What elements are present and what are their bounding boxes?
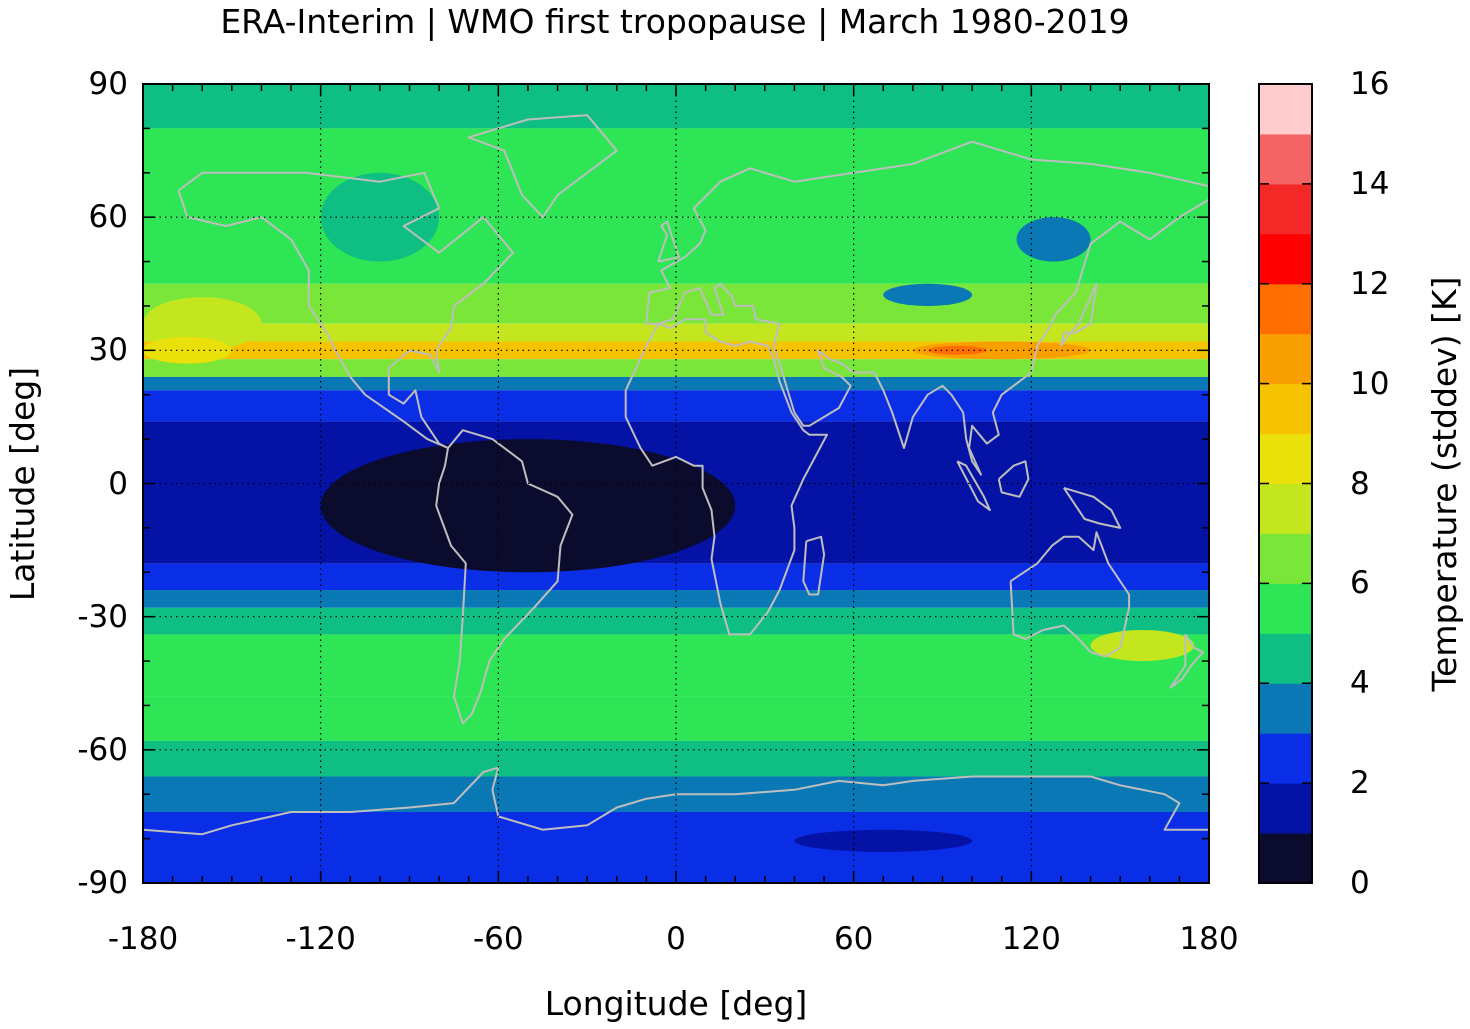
coastline (435, 429, 574, 725)
field-feature (794, 829, 973, 852)
field-band (143, 283, 1209, 324)
colorbar-tick-label: 16 (1350, 66, 1390, 102)
coastline (657, 220, 680, 263)
field-feature (143, 297, 262, 351)
coastline (802, 535, 826, 596)
colorbar-tick-label: 4 (1350, 665, 1370, 702)
field-band (143, 563, 1209, 591)
field-feature (320, 439, 736, 573)
minor-ticks (142, 83, 1210, 884)
colorbar-tick-label: 14 (1350, 165, 1390, 202)
y-tick-label: 60 (88, 199, 128, 236)
field-band (143, 634, 1209, 697)
coastline (177, 171, 515, 449)
coastline (624, 318, 828, 636)
colorbar-swatch (1259, 583, 1312, 634)
colorbar-swatch (1259, 233, 1312, 285)
x-tick-label: 0 (666, 921, 686, 957)
colorbar-tick-label: 12 (1350, 265, 1390, 302)
field-band (143, 359, 1209, 377)
field-band (143, 376, 1209, 391)
coastline (997, 460, 1030, 498)
y-tick-label: -30 (77, 598, 128, 635)
x-axis-label: Longitude [deg] (544, 984, 808, 1023)
colorbar-swatch (1259, 183, 1312, 235)
x-tick-label: 120 (1001, 921, 1061, 957)
x-tick-label: 60 (833, 921, 874, 957)
colorbar-tick-label: 10 (1350, 365, 1390, 402)
colorbar-swatch (1259, 383, 1312, 435)
colorbar-swatch (1259, 333, 1312, 385)
colorbar-swatch (1259, 683, 1312, 734)
colorbar-swatch (1259, 433, 1312, 484)
x-tick-label: -120 (285, 921, 356, 957)
colorbar-swatch (1259, 733, 1312, 784)
coastline (467, 114, 618, 219)
y-tick-label: 0 (108, 465, 128, 502)
grid-lines (143, 84, 1209, 883)
y-tick-label: 90 (88, 66, 128, 102)
colorbar-swatch (1259, 84, 1312, 135)
colorbar-swatch (1259, 783, 1312, 834)
coastline (956, 460, 991, 512)
coastline (143, 766, 1209, 836)
colorbar-tick-label: 6 (1350, 565, 1370, 602)
y-tick-label: -60 (77, 731, 128, 768)
y-tick-label: -90 (77, 865, 128, 901)
coastline (645, 140, 1209, 476)
coastline (1009, 531, 1131, 658)
coastline (1059, 282, 1098, 347)
colorbar-tick-marks (1259, 83, 1312, 884)
y-tick-label: 30 (88, 332, 128, 369)
colorbar (1259, 84, 1312, 884)
y-axis-label: Latitude [deg] (3, 366, 42, 602)
field-feature (1090, 629, 1195, 662)
field-feature (883, 283, 973, 306)
colorbar-swatch (1259, 483, 1312, 534)
colorbar-swatch (1259, 533, 1312, 584)
colorbar-label: Temperature (stddev) [K] (1425, 276, 1464, 692)
field-band (143, 590, 1209, 608)
x-tick-label: -180 (107, 921, 179, 957)
field-band (143, 390, 1209, 422)
field-band (143, 740, 1209, 777)
coastlines (143, 114, 1209, 836)
coastline (1169, 633, 1205, 689)
chart-title: ERA-Interim | WMO first tropopause | Mar… (220, 2, 1130, 41)
coastline (1063, 486, 1122, 529)
x-tick-label: 180 (1179, 921, 1239, 957)
colorbar-tick-label: 8 (1350, 465, 1370, 502)
colorbar-swatch (1259, 633, 1312, 684)
x-tick-label: -60 (472, 921, 524, 957)
colorbar-tick-label: 2 (1350, 765, 1370, 802)
colorbar-swatch (1259, 133, 1312, 185)
field-band (143, 607, 1209, 635)
colorbar-swatch (1259, 283, 1312, 335)
colorbar-swatch (1259, 833, 1312, 884)
colorbar-tick-label: 0 (1350, 865, 1370, 901)
field-feature (1016, 217, 1091, 262)
